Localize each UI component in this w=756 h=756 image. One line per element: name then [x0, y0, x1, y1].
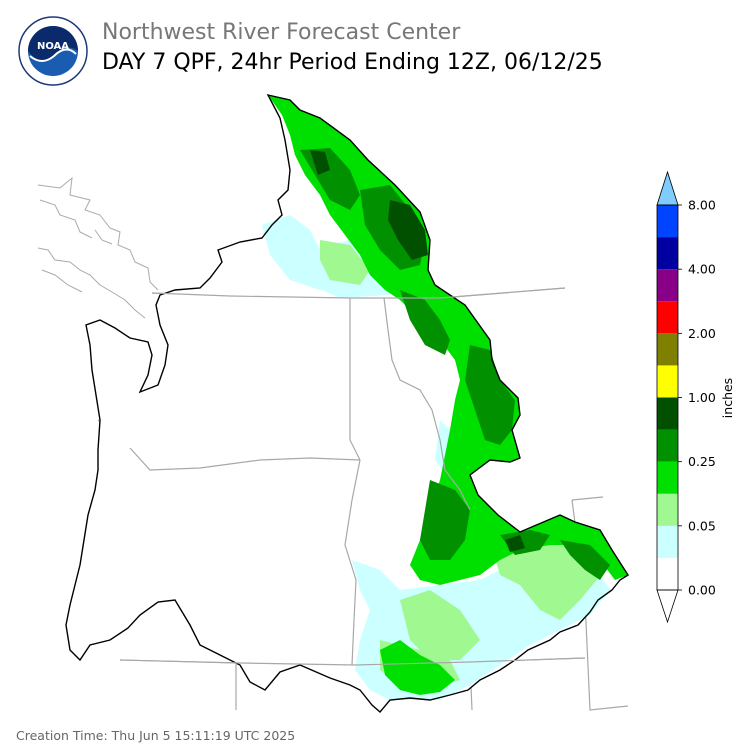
- canada-coastline: [37, 176, 159, 319]
- product-title: DAY 7 QPF, 24hr Period Ending 12Z, 06/12…: [102, 50, 603, 75]
- agency-title: Northwest River Forecast Center: [102, 20, 461, 45]
- state-borders-overlay: [119, 287, 586, 666]
- noaa-logo: NOAA: [18, 16, 88, 86]
- basin-region: [65, 93, 629, 713]
- svg-text:NOAA: NOAA: [37, 41, 69, 52]
- creation-time: Creation Time: Thu Jun 5 15:11:19 UTC 20…: [16, 728, 296, 743]
